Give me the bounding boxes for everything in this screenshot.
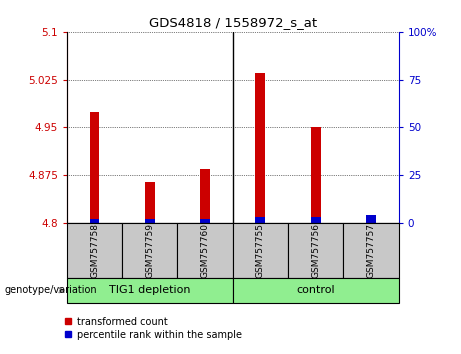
- Bar: [200, 219, 210, 223]
- Bar: [233, 223, 288, 278]
- Bar: [145, 182, 155, 223]
- Bar: [233, 278, 399, 303]
- Text: GSM757755: GSM757755: [256, 223, 265, 278]
- Bar: [67, 223, 122, 278]
- Text: GSM757760: GSM757760: [201, 223, 210, 278]
- Title: GDS4818 / 1558972_s_at: GDS4818 / 1558972_s_at: [149, 16, 317, 29]
- Text: GSM757759: GSM757759: [145, 223, 154, 278]
- Bar: [311, 217, 321, 223]
- Legend: transformed count, percentile rank within the sample: transformed count, percentile rank withi…: [60, 313, 246, 343]
- Bar: [311, 127, 321, 223]
- Text: GSM757758: GSM757758: [90, 223, 99, 278]
- Bar: [89, 112, 100, 223]
- Text: GSM757757: GSM757757: [366, 223, 376, 278]
- Bar: [67, 278, 233, 303]
- Bar: [343, 223, 399, 278]
- Bar: [122, 223, 177, 278]
- Bar: [255, 217, 266, 223]
- Bar: [200, 169, 210, 223]
- Text: GSM757756: GSM757756: [311, 223, 320, 278]
- Text: TIG1 depletion: TIG1 depletion: [109, 285, 190, 295]
- Bar: [288, 223, 343, 278]
- Bar: [366, 215, 376, 223]
- Bar: [177, 223, 233, 278]
- Text: genotype/variation: genotype/variation: [5, 285, 97, 295]
- Bar: [89, 219, 100, 223]
- Text: control: control: [296, 285, 335, 295]
- Bar: [145, 219, 155, 223]
- Bar: [255, 73, 266, 223]
